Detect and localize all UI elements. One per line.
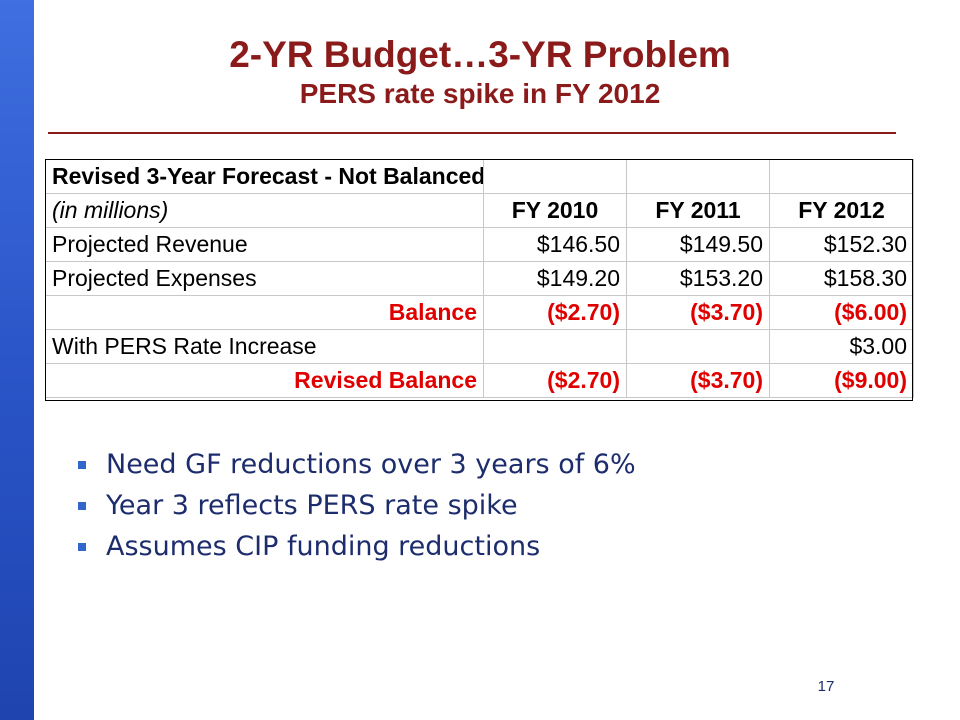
bullet-list: Need GF reductions over 3 years of 6% Ye…	[76, 444, 636, 567]
slide-title: 2-YR Budget…3-YR Problem PERS rate spike…	[40, 33, 920, 111]
column-header: FY 2011	[626, 193, 770, 228]
table-title-row: Revised 3-Year Forecast - Not Balanced	[45, 159, 914, 194]
table-row-revised-balance: Revised Balance ($2.70) ($3.70) ($9.00)	[45, 363, 914, 398]
list-item: Need GF reductions over 3 years of 6%	[76, 444, 636, 485]
table-cell: ($2.70)	[483, 295, 627, 330]
column-header: FY 2012	[769, 193, 914, 228]
column-header: FY 2010	[483, 193, 627, 228]
units-label: (in millions)	[45, 193, 484, 228]
list-item: Assumes CIP funding reductions	[76, 526, 636, 567]
table-cell: $153.20	[626, 261, 770, 296]
bullet-text: Need GF reductions over 3 years of 6%	[106, 449, 636, 480]
table-cell	[483, 159, 627, 194]
table-cell	[483, 329, 627, 364]
bullet-square-icon	[78, 542, 86, 551]
table-title: Revised 3-Year Forecast - Not Balanced	[45, 159, 484, 194]
table-cell: ($6.00)	[769, 295, 914, 330]
row-label: Balance	[45, 295, 484, 330]
table-cell: $149.50	[626, 227, 770, 262]
bullet-text: Year 3 reflects PERS rate spike	[106, 490, 518, 521]
table-cell: $158.30	[769, 261, 914, 296]
table-header-row: (in millions) FY 2010 FY 2011 FY 2012	[45, 193, 914, 228]
table-cell: ($3.70)	[626, 363, 770, 398]
list-item: Year 3 reflects PERS rate spike	[76, 485, 636, 526]
table-row: Projected Expenses $149.20 $153.20 $158.…	[45, 261, 914, 296]
table-cell: ($9.00)	[769, 363, 914, 398]
title-line-1: 2-YR Budget…3-YR Problem	[229, 34, 731, 75]
table-cell	[626, 329, 770, 364]
row-label: Projected Expenses	[45, 261, 484, 296]
page-number: 17	[817, 678, 835, 695]
row-label: Projected Revenue	[45, 227, 484, 262]
row-label: Revised Balance	[45, 363, 484, 398]
bullet-text: Assumes CIP funding reductions	[106, 531, 541, 562]
table-cell: ($2.70)	[483, 363, 627, 398]
table-cell: ($3.70)	[626, 295, 770, 330]
title-line-2: PERS rate spike in FY 2012	[299, 78, 661, 109]
table-row: With PERS Rate Increase $3.00	[45, 329, 914, 364]
bullet-square-icon	[78, 501, 86, 510]
forecast-table: Revised 3-Year Forecast - Not Balanced (…	[45, 159, 914, 398]
table-cell: $152.30	[769, 227, 914, 262]
table-cell	[626, 159, 770, 194]
table-cell: $3.00	[769, 329, 914, 364]
row-label: With PERS Rate Increase	[45, 329, 484, 364]
side-accent-bar	[0, 0, 34, 720]
bullet-square-icon	[78, 460, 86, 469]
table-row-balance: Balance ($2.70) ($3.70) ($6.00)	[45, 295, 914, 330]
table-cell	[769, 159, 914, 194]
table-row: Projected Revenue $146.50 $149.50 $152.3…	[45, 227, 914, 262]
table-cell: $146.50	[483, 227, 627, 262]
table-cell: $149.20	[483, 261, 627, 296]
title-divider	[48, 132, 896, 134]
